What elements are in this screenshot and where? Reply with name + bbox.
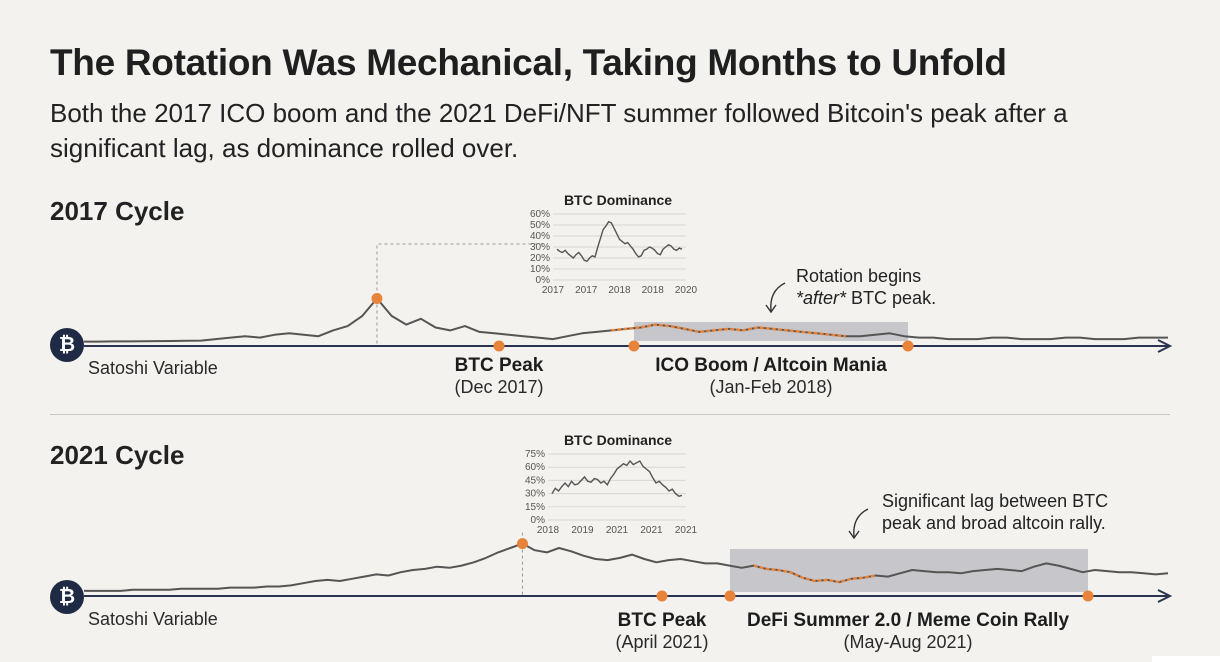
cycle-heading-2017: 2017 Cycle	[50, 196, 185, 226]
peak-point-2021	[516, 538, 528, 550]
peak-label-2017: BTC Peak	[454, 355, 544, 376]
inset-x-tick: 2021	[606, 525, 629, 536]
bitcoin-icon: ₿	[50, 328, 84, 362]
inset-y-tick: 30%	[530, 242, 550, 253]
inset-x-tick: 2018	[537, 525, 560, 536]
inset-y-tick: 45%	[525, 475, 545, 486]
rotation-label-2021: DeFi Summer 2.0 / Meme Coin Rally	[746, 610, 1070, 631]
inset-x-tick: 2021	[675, 525, 698, 536]
annotation-arrow-2017	[770, 282, 786, 312]
inset-y-tick: 50%	[530, 220, 550, 231]
rotation-date-2017: (Jan-Feb 2018)	[709, 377, 833, 397]
annotation-2021: Significant lag between BTC peak and bro…	[882, 490, 1108, 534]
section-divider	[50, 414, 1170, 415]
inset-dominance-line	[556, 220, 683, 263]
annotation-arrow-2021	[853, 508, 869, 538]
rotation-label-2017: ICO Boom / Altcoin Mania	[655, 355, 887, 376]
timeline-marker-2021	[1082, 590, 1094, 602]
inset-y-tick: 20%	[530, 253, 550, 264]
axis-label-2017: Satoshi Variable	[88, 358, 218, 378]
peak-date-2017: (Dec 2017)	[454, 377, 544, 397]
rotation-highlight-2021	[753, 564, 876, 584]
inset-connector-2017	[376, 243, 543, 291]
timeline-marker-2017	[493, 340, 505, 352]
annotation-emphasis: *after*	[796, 288, 847, 308]
cycle-heading-2021: 2021 Cycle	[50, 440, 185, 470]
timeline-marker-2021	[724, 590, 736, 602]
inset-y-tick: 10%	[530, 264, 550, 275]
cycle-chart-2021: BTC Dominance 75% 60% 45% 30% 15% 0%2018 2019 20…	[84, 432, 1173, 603]
rotation-date-2021: (May-Aug 2021)	[843, 632, 973, 652]
price-line-2017	[84, 297, 1168, 343]
corner-decoration	[1152, 656, 1220, 662]
inset-y-tick: 40%	[530, 231, 550, 242]
inset-x-tick: 2019	[571, 525, 594, 536]
page-title: The Rotation Was Mechanical, Taking Mont…	[50, 42, 1007, 83]
inset-x-tick: 2018	[642, 285, 665, 296]
page-subtitle: Both the 2017 ICO boom and the 2021 DeFi…	[50, 98, 1068, 163]
inset-x-tick: 2021	[640, 525, 663, 536]
inset-y-tick: 75%	[525, 449, 545, 460]
timeline-marker-2017	[902, 340, 914, 352]
inset-y-tick: 60%	[530, 209, 550, 220]
annotation-2017: Rotation begins *after* BTC peak.	[796, 265, 936, 309]
timeline-marker-2021	[656, 590, 668, 602]
peak-point-2017	[371, 293, 383, 304]
peak-label-2021: BTC Peak	[617, 610, 707, 631]
annotation-line2: peak and broad altcoin rally.	[882, 513, 1106, 533]
peak-date-2021: (April 2021)	[615, 632, 709, 652]
inset-y-tick: 0%	[531, 515, 546, 526]
timeline-marker-2017	[628, 340, 640, 352]
annotation-arrowhead-2021	[848, 530, 860, 540]
inset-y-tick: 30%	[525, 489, 545, 500]
annotation-arrowhead-2017	[765, 304, 777, 314]
inset-x-tick: 2020	[675, 285, 698, 296]
btc-dominance-inset-2021: BTC Dominance 75% 60% 45% 30% 15% 0%2018 2019 20…	[525, 432, 698, 536]
price-line-2021	[84, 542, 1169, 592]
inset-y-tick: 0%	[536, 275, 551, 286]
inset-title: BTC Dominance	[564, 432, 672, 448]
annotation-line1: Significant lag between BTC	[882, 491, 1109, 511]
bitcoin-icon: ₿	[50, 580, 84, 614]
rotation-highlight-2017	[611, 323, 846, 338]
axis-label-2021: Satoshi Variable	[88, 609, 218, 629]
inset-x-tick: 2018	[608, 285, 631, 296]
inset-x-tick: 2017	[575, 285, 598, 296]
annotation-line2: BTC peak.	[846, 288, 937, 308]
inset-y-tick: 60%	[525, 462, 545, 473]
inset-title: BTC Dominance	[564, 192, 672, 208]
axis-arrowhead-2021	[1157, 589, 1173, 603]
inset-x-tick: 2017	[542, 285, 565, 296]
inset-y-tick: 15%	[525, 502, 545, 513]
axis-arrowhead-2017	[1157, 339, 1173, 353]
inset-dominance-line	[551, 459, 683, 497]
annotation-line1: Rotation begins	[796, 266, 922, 286]
rotation-window-2017	[634, 322, 908, 341]
